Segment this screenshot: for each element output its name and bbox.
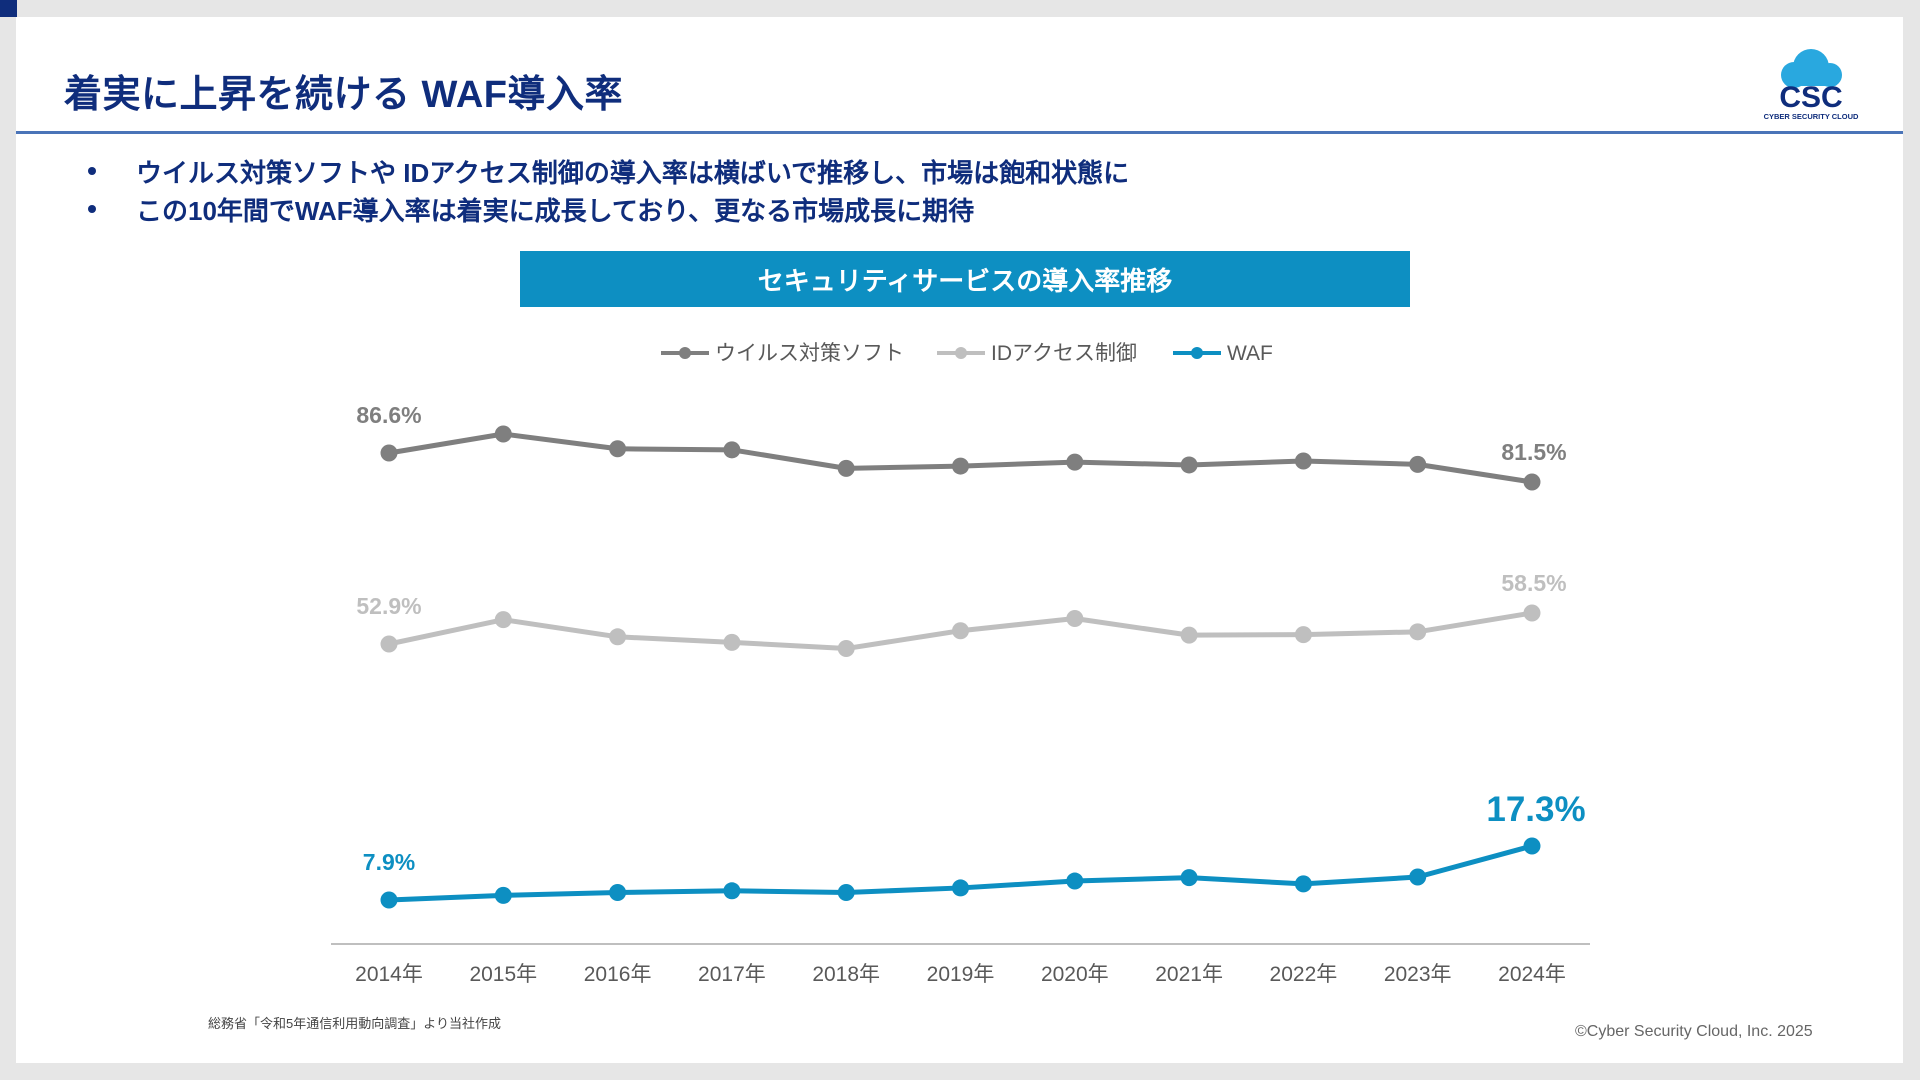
x-tick-label: 2022年	[1270, 963, 1338, 986]
x-tick-label: 2017年	[698, 963, 766, 986]
data-point	[1409, 455, 1427, 473]
data-point	[723, 441, 741, 459]
data-point	[837, 884, 855, 902]
data-point	[723, 633, 741, 651]
legend-marker	[955, 347, 967, 359]
data-point	[1409, 868, 1427, 886]
bullet-list: ウイルス対策ソフトや IDアクセス制御の導入率は横ばいで推移し、市場は飽和状態に…	[84, 152, 1129, 228]
data-point	[952, 622, 969, 640]
bullet-text: この10年間でWAF導入率は着実に成長しており、更なる市場成長に期待	[136, 195, 975, 226]
data-point	[380, 891, 398, 909]
data-point	[494, 425, 512, 443]
legend-label: ウイルス対策ソフト	[715, 342, 904, 365]
bullet-icon	[88, 205, 96, 213]
x-tick-label: 2023年	[1384, 963, 1452, 986]
data-point	[1294, 626, 1312, 644]
data-point	[1180, 869, 1198, 887]
data-point	[723, 882, 741, 900]
x-tick-label: 2014年	[355, 963, 423, 986]
data-point	[1523, 604, 1541, 622]
data-point	[1066, 453, 1084, 471]
source-note: 総務省「令和5年通信利用動向調査」より当社作成	[208, 1016, 501, 1031]
data-point	[609, 628, 627, 646]
data-point	[1523, 837, 1541, 855]
data-point	[380, 635, 398, 653]
data-point	[494, 886, 512, 904]
x-tick-label: 2015年	[469, 963, 537, 986]
corner-accent	[0, 0, 17, 17]
copyright: ©Cyber Security Cloud, Inc. 2025	[1575, 1023, 1813, 1040]
legend-marker	[1191, 347, 1203, 359]
x-tick-label: 2024年	[1498, 963, 1566, 986]
legend-label: WAF	[1227, 342, 1273, 365]
legend-label: IDアクセス制御	[991, 342, 1137, 365]
data-point	[1409, 623, 1427, 641]
bullet-icon	[88, 167, 96, 175]
x-tick-label: 2021年	[1155, 963, 1223, 986]
slide: 着実に上昇を続ける WAF導入率 CSC CYBER SECURITY CLOU…	[16, 17, 1903, 1063]
line-chart: 2014年 2015年 2016年 2017年 2018年 2019年 2020年 2021年…	[331, 342, 1590, 986]
data-label: 52.9%	[356, 593, 421, 619]
data-label: 81.5%	[1501, 439, 1566, 465]
company-logo: CSC CYBER SECURITY CLOUD	[1764, 49, 1859, 121]
data-point	[837, 459, 855, 477]
bullet-item: ウイルス対策ソフトや IDアクセス制御の導入率は横ばいで推移し、市場は飽和状態に	[84, 152, 1129, 190]
data-point	[1066, 872, 1084, 890]
data-point	[609, 440, 627, 458]
legend-marker	[679, 347, 691, 359]
data-point	[952, 457, 969, 475]
chart-title: セキュリティサービスの導入率推移	[520, 251, 1410, 307]
data-point	[1066, 610, 1084, 628]
title-divider	[16, 131, 1903, 134]
data-point	[1180, 626, 1198, 644]
logo-subtext: CYBER SECURITY CLOUD	[1764, 112, 1859, 121]
logo-text: CSC	[1779, 81, 1842, 114]
x-tick-label: 2019年	[927, 963, 995, 986]
data-point	[837, 640, 855, 658]
data-point	[1294, 452, 1312, 470]
bullet-text: ウイルス対策ソフトや IDアクセス制御の導入率は横ばいで推移し、市場は飽和状態に	[136, 157, 1130, 188]
data-point	[609, 884, 627, 902]
data-point	[494, 611, 512, 629]
cloud-icon	[1781, 49, 1842, 88]
data-point	[380, 444, 398, 462]
data-label: 58.5%	[1501, 570, 1566, 596]
x-tick-label: 2020年	[1041, 963, 1109, 986]
bullet-item: この10年間でWAF導入率は着実に成長しており、更なる市場成長に期待	[84, 190, 1129, 228]
data-point	[1180, 456, 1198, 474]
x-tick-label: 2016年	[584, 963, 652, 986]
data-point	[1294, 875, 1312, 893]
data-point	[1523, 473, 1541, 491]
data-label: 86.6%	[356, 402, 421, 428]
page-title: 着実に上昇を続ける WAF導入率	[64, 74, 623, 116]
data-label: 17.3%	[1486, 790, 1585, 829]
data-label: 7.9%	[363, 849, 415, 875]
x-tick-label: 2018年	[812, 963, 880, 986]
data-point	[952, 879, 969, 897]
